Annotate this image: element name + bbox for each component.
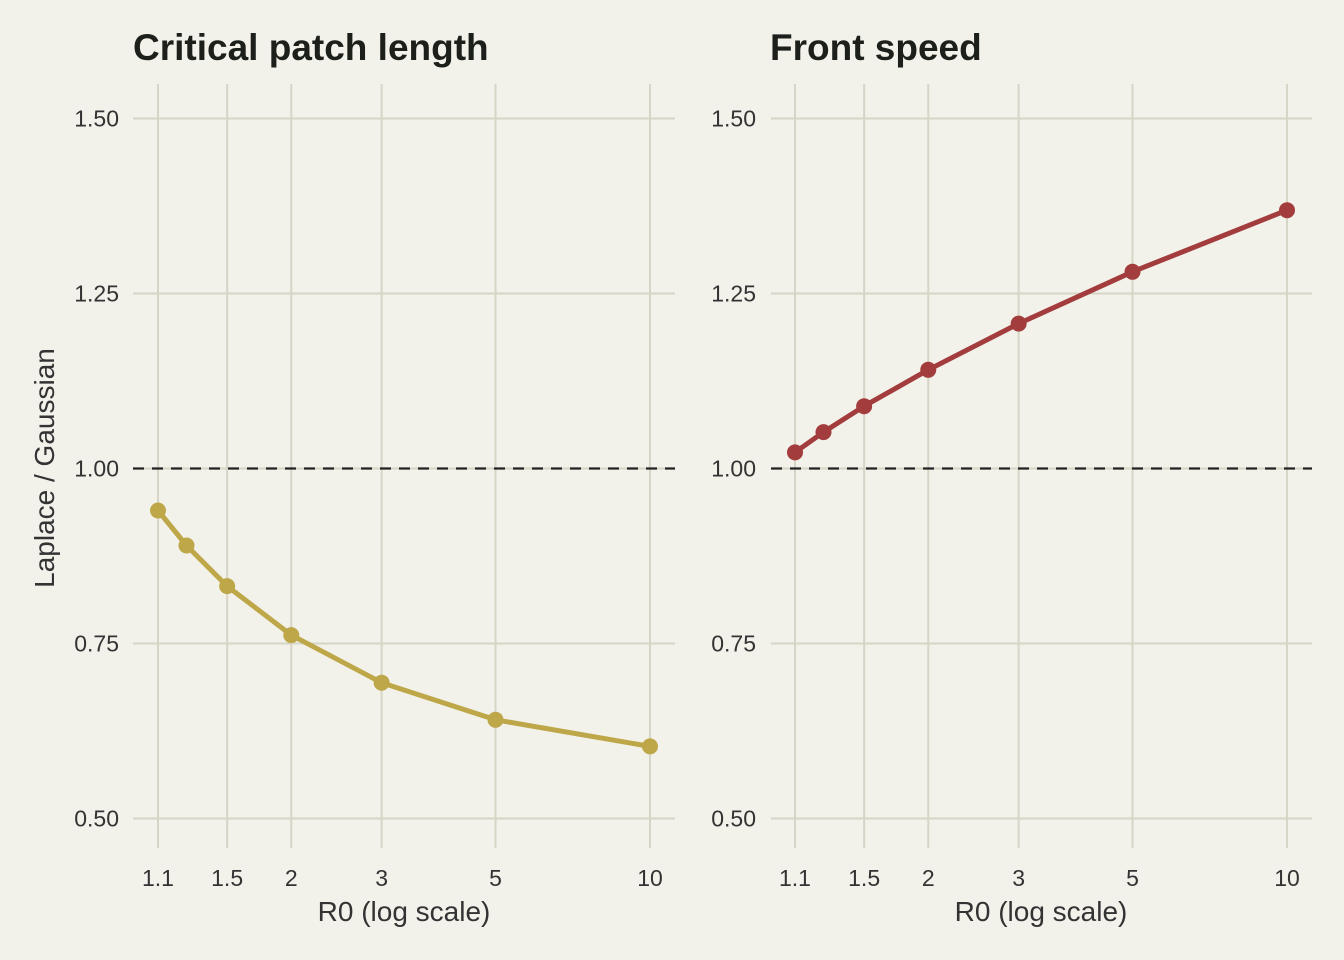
- y-tick-label: 0.75: [74, 631, 119, 657]
- y-tick-label: 1.00: [711, 456, 756, 482]
- data-point: [815, 424, 832, 441]
- data-point: [787, 444, 803, 461]
- x-axis-title: R0 (log scale): [955, 896, 1128, 927]
- data-point: [856, 398, 873, 415]
- data-point: [373, 674, 390, 691]
- data-point: [487, 711, 504, 728]
- x-tick-label: 5: [489, 865, 502, 891]
- data-point: [150, 502, 166, 519]
- grid: [771, 84, 1312, 848]
- x-tick-label: 1.1: [142, 865, 174, 891]
- data-point: [283, 627, 300, 644]
- y-axis-title: Laplace / Gaussian: [29, 348, 60, 588]
- panel-critical-patch-length: Critical patch length 0.50 0.75 1.00 1.25 1.…: [29, 27, 675, 927]
- x-tick-label: 3: [1012, 865, 1025, 891]
- x-tick-label: 1.5: [848, 865, 880, 891]
- data-point: [1279, 202, 1295, 219]
- x-axis-title: R0 (log scale): [318, 896, 491, 927]
- panel-front-speed: Front speed 0.50 0.75 1.00 1.25 1.50 1.1 1.5 2…: [711, 27, 1312, 927]
- x-tick-label: 10: [637, 865, 663, 891]
- series-group: [150, 502, 658, 755]
- panel-title: Critical patch length: [133, 27, 489, 68]
- y-tick-label: 1.50: [74, 106, 119, 132]
- x-tick-label: 10: [1274, 865, 1300, 891]
- x-tick-labels: 1.1 1.5 2 3 5 10: [142, 865, 663, 891]
- data-point: [1124, 263, 1141, 280]
- y-tick-label: 0.75: [711, 631, 756, 657]
- y-tick-label: 1.00: [74, 456, 119, 482]
- data-point: [219, 578, 236, 595]
- x-tick-label: 2: [922, 865, 935, 891]
- data-point: [642, 738, 658, 755]
- y-tick-label: 0.50: [74, 806, 119, 832]
- y-tick-label: 0.50: [711, 806, 756, 832]
- y-tick-labels: 0.50 0.75 1.00 1.25 1.50: [74, 106, 119, 832]
- x-tick-label: 3: [375, 865, 388, 891]
- x-tick-label: 1.1: [779, 865, 811, 891]
- data-point: [178, 537, 195, 554]
- y-tick-label: 1.50: [711, 106, 756, 132]
- panel-title: Front speed: [770, 27, 982, 68]
- series-group: [787, 202, 1295, 461]
- data-point: [1010, 315, 1027, 332]
- x-tick-label: 5: [1126, 865, 1139, 891]
- x-tick-labels: 1.1 1.5 2 3 5 10: [779, 865, 1300, 891]
- y-tick-label: 1.25: [711, 281, 756, 307]
- x-tick-label: 2: [285, 865, 298, 891]
- x-tick-label: 1.5: [211, 865, 243, 891]
- data-point: [920, 361, 937, 378]
- y-tick-label: 1.25: [74, 281, 119, 307]
- y-tick-labels: 0.50 0.75 1.00 1.25 1.50: [711, 106, 756, 832]
